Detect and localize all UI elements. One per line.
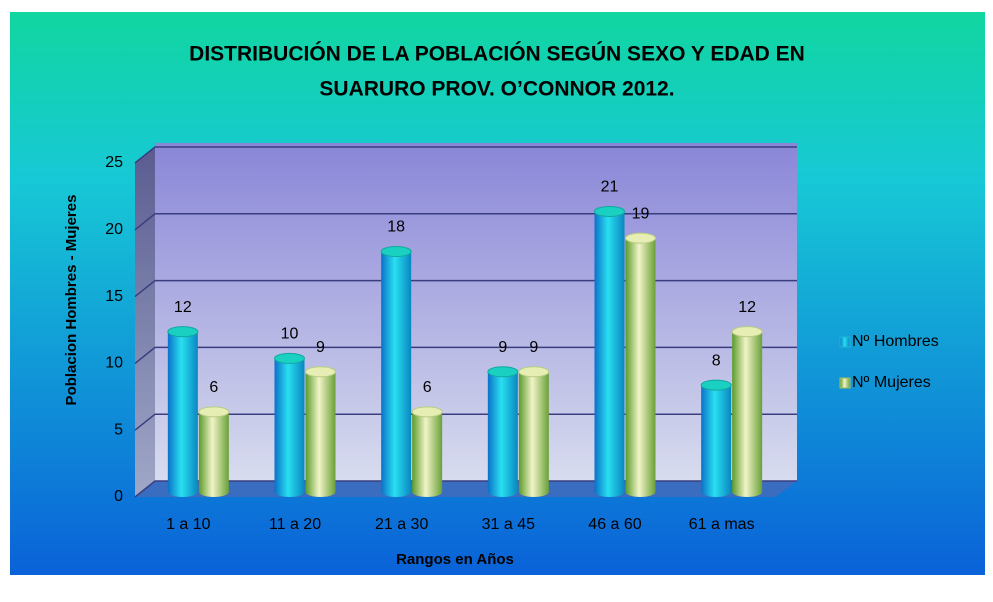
data-label: 9 (529, 339, 538, 356)
legend-swatch (839, 336, 851, 348)
bar (167, 331, 198, 492)
bar (594, 211, 625, 492)
x-tick-label: 11 a 20 (269, 516, 321, 533)
data-label: 19 (632, 205, 650, 222)
bar-top (731, 326, 763, 338)
y-tick-label: 10 (105, 355, 123, 372)
grid-line (134, 213, 797, 231)
bar (625, 238, 656, 492)
y-tick-label: 5 (114, 421, 123, 438)
bar-top (305, 366, 336, 378)
data-label: 6 (423, 379, 432, 396)
data-label: 18 (387, 219, 405, 236)
x-tick-label: 46 a 60 (588, 516, 641, 533)
data-label: 8 (712, 352, 721, 369)
back-wall (155, 143, 797, 481)
legend-label: Nº Mujeres (852, 374, 931, 391)
x-tick-label: 61 a mas (689, 516, 755, 533)
chart-title: DISTRIBUCIÓN DE LA POBLACIÓN SEGÚN SEXO … (189, 42, 805, 66)
legend-label: Nº Hombres (852, 333, 939, 350)
bar-top (487, 366, 519, 378)
bar-top (167, 326, 199, 338)
bar-top (518, 366, 550, 378)
x-tick-label: 21 a 30 (375, 516, 428, 533)
data-label: 10 (281, 326, 299, 343)
bar-top (594, 205, 625, 217)
y-tick-label: 0 (114, 488, 123, 505)
bar-top (380, 246, 412, 258)
y-tick-label: 20 (105, 221, 123, 238)
data-label: 6 (209, 379, 218, 396)
bar (412, 411, 443, 492)
data-label: 9 (498, 339, 507, 356)
data-label: 12 (738, 299, 756, 316)
bar (305, 371, 336, 492)
bar (518, 371, 549, 492)
data-label: 21 (601, 179, 619, 196)
floor (135, 481, 797, 497)
bar-top (411, 406, 443, 418)
legend-swatch (839, 377, 851, 389)
grid-line (134, 413, 797, 431)
bar-top (625, 232, 656, 244)
bar (274, 358, 305, 492)
grid-line (134, 480, 797, 498)
grid-line (134, 346, 797, 364)
bar (487, 371, 518, 492)
bar-top (700, 379, 732, 391)
y-axis-title: Poblacion Hombres - Mujeres (63, 195, 80, 406)
data-label: 9 (316, 339, 325, 356)
x-tick-label: 1 a 10 (166, 516, 211, 533)
y-tick-label: 15 (105, 288, 123, 305)
bar (732, 331, 763, 492)
x-tick-label: 31 a 45 (482, 516, 535, 533)
bar (198, 411, 229, 492)
bar-top (198, 406, 230, 418)
side-wall (135, 147, 155, 497)
y-tick-label: 25 (105, 154, 123, 171)
bar-top (274, 352, 305, 364)
grid-line (134, 146, 797, 164)
grid-line (134, 279, 797, 298)
bar (381, 251, 412, 492)
x-axis-title: Rangos en Años (396, 551, 514, 568)
chart-title: SUARURO PROV. O’CONNOR 2012. (319, 78, 674, 101)
bar (701, 385, 732, 492)
data-label: 12 (174, 299, 192, 316)
